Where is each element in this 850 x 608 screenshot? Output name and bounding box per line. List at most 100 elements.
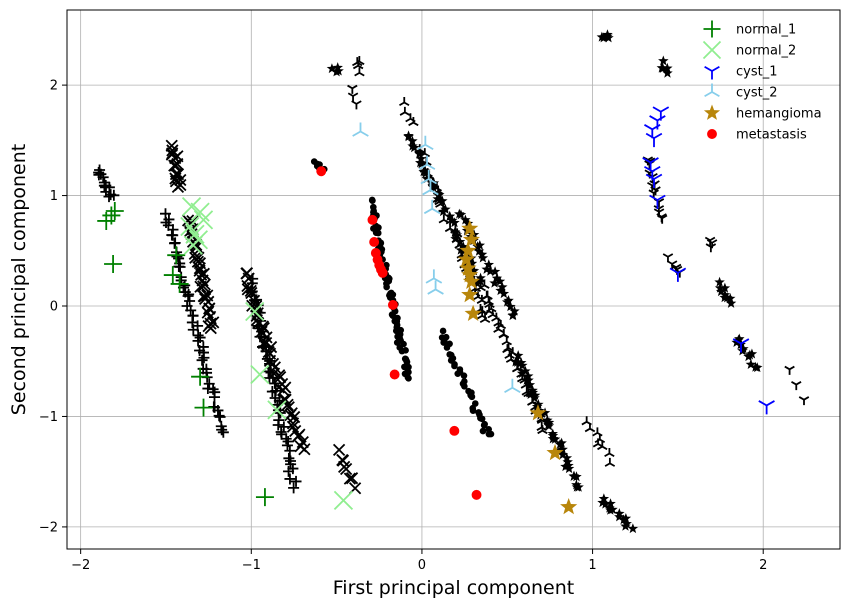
- background-point: [468, 265, 480, 276]
- legend-marker-cyst_2: [704, 83, 720, 98]
- background-point: [450, 233, 461, 244]
- data-point-hemangioma: [459, 259, 477, 276]
- background-point: [603, 32, 614, 43]
- background-point: [185, 304, 197, 316]
- background-point: [449, 226, 461, 237]
- background-point: [171, 180, 185, 194]
- background-point: [403, 358, 411, 366]
- background-point: [725, 293, 736, 303]
- background-point: [714, 282, 726, 293]
- data-point-cyst_1: [649, 115, 666, 130]
- background-point: [204, 322, 217, 335]
- background-point: [343, 472, 357, 485]
- data-point-normal_2: [183, 235, 203, 255]
- x-axis-label: First principal component: [333, 577, 574, 599]
- background-point: [489, 266, 501, 277]
- data-point-metastasis: [367, 214, 378, 225]
- background-point: [272, 419, 284, 431]
- data-point-normal_2: [333, 490, 354, 511]
- background-point: [472, 277, 483, 288]
- background-point: [620, 512, 632, 523]
- data-point-cyst_2: [425, 269, 443, 284]
- background-point: [509, 305, 520, 316]
- data-point-cyst_1: [758, 400, 775, 415]
- series-points: [97, 106, 775, 515]
- background-point: [498, 288, 510, 299]
- background-point: [604, 447, 615, 458]
- background-point: [174, 261, 186, 273]
- background-point: [454, 370, 462, 377]
- background-point: [798, 396, 810, 406]
- background-point: [216, 424, 228, 436]
- legend-label: normal_1: [736, 23, 796, 38]
- plot-frame: [66, 9, 841, 550]
- background-point: [369, 197, 376, 204]
- background-point: [332, 443, 346, 456]
- background-point: [460, 372, 468, 379]
- data-point-normal_2: [181, 196, 202, 217]
- background-point: [437, 195, 448, 206]
- legend-label: cyst_1: [736, 65, 777, 80]
- data-point-hemangioma: [546, 443, 564, 461]
- data-point-metastasis: [316, 166, 327, 177]
- background-point: [445, 215, 457, 225]
- data-point-cyst_2: [417, 135, 434, 151]
- background-point: [427, 181, 439, 192]
- legend-marker-cyst_1: [704, 65, 720, 80]
- background-point: [414, 147, 425, 158]
- background-point: [103, 191, 115, 203]
- data-point-hemangioma: [459, 241, 477, 259]
- data-point-cyst_1: [645, 132, 663, 148]
- background-point: [419, 148, 431, 158]
- background-point: [714, 276, 725, 287]
- background-point: [351, 100, 362, 110]
- background-point: [404, 374, 412, 381]
- background-point: [213, 410, 225, 422]
- background-point: [784, 365, 795, 375]
- legend-label: cyst_2: [736, 86, 777, 101]
- background-point: [326, 63, 338, 74]
- background-point: [469, 407, 477, 414]
- background-point: [332, 62, 343, 73]
- x-tick-label: 2: [759, 558, 767, 573]
- background-point: [549, 433, 561, 444]
- background-point: [266, 357, 280, 371]
- background-point: [281, 398, 294, 411]
- background-point: [439, 327, 447, 335]
- background-point: [725, 297, 737, 308]
- background-point: [408, 142, 420, 153]
- background-point: [196, 354, 208, 366]
- background-point: [479, 427, 487, 435]
- background-point: [440, 339, 447, 346]
- background-point: [483, 259, 495, 270]
- background-point: [719, 292, 730, 303]
- background-point: [460, 214, 471, 225]
- background-point: [402, 347, 409, 354]
- background-point: [584, 423, 596, 433]
- background-point: [407, 135, 418, 146]
- background-point: [537, 425, 548, 435]
- background-point: [169, 237, 181, 249]
- axes: −2 −1 0 1 2 −2 −1 0 1 2: [39, 9, 841, 573]
- background-point: [276, 383, 290, 397]
- background-point: [505, 301, 516, 312]
- background-point: [658, 55, 669, 66]
- data-point-hemangioma: [461, 219, 479, 236]
- data-point-metastasis: [377, 267, 388, 278]
- background-point: [415, 153, 427, 164]
- background-point: [620, 520, 631, 531]
- background-point: [604, 457, 616, 467]
- background-point: [501, 336, 512, 346]
- legend: normal_1 normal_2 cyst_1 cyst_2 hemangioma me…: [702, 20, 822, 143]
- background-point: [437, 206, 449, 217]
- background-point: [208, 391, 220, 403]
- background-point: [521, 374, 533, 385]
- data-point-cyst_2: [420, 169, 438, 185]
- data-point-hemangioma: [461, 285, 479, 303]
- background-point: [214, 411, 226, 423]
- background-point: [352, 60, 364, 70]
- background-point: [184, 295, 196, 307]
- background-point: [347, 84, 358, 94]
- background-point: [190, 240, 203, 254]
- background-point: [451, 362, 458, 370]
